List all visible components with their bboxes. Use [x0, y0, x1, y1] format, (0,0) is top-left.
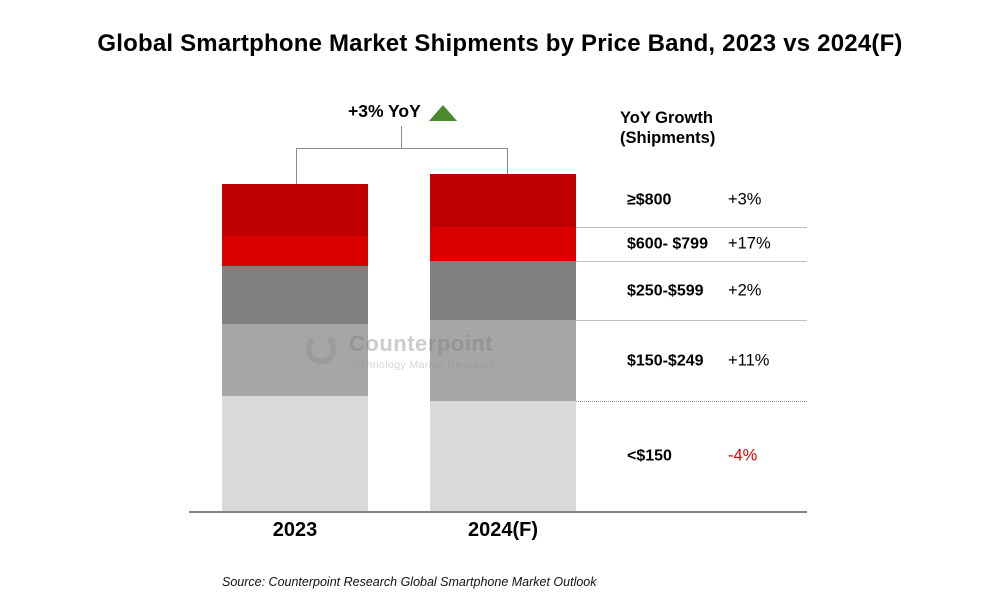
row-divider-3	[576, 320, 807, 322]
yoy-annotation-label: +3% YoY	[348, 101, 421, 121]
bar-segment-2024-5	[430, 400, 576, 512]
bar-segment-2024-3	[430, 261, 576, 321]
bar-segment-2023-1	[222, 184, 368, 236]
price-band-label: $250-$599	[627, 282, 704, 300]
bar-segment-2024-2	[430, 226, 576, 262]
x-axis-label-2024: 2024(F)	[467, 519, 539, 541]
yoy-value: +3%	[728, 190, 762, 209]
bracket-left-drop	[296, 148, 297, 185]
x-axis-line	[189, 511, 807, 513]
bar-segment-2024-4	[430, 320, 576, 401]
row-divider-1	[576, 226, 807, 228]
bar-segment-2023-2	[222, 235, 368, 266]
growth-header-line1: YoY Growth	[620, 109, 713, 127]
bar-segment-2023-4	[222, 323, 368, 397]
growth-up-triangle-icon	[428, 104, 457, 121]
row-divider-4-dotted	[576, 400, 807, 402]
yoy-value: +11%	[728, 351, 770, 370]
growth-row-3: $250-$599 +2%	[627, 281, 761, 300]
growth-table-header: YoY Growth (Shipments)	[620, 108, 715, 148]
price-band-label: <$150	[627, 447, 672, 465]
yoy-value: -4%	[728, 446, 758, 465]
bar-segment-2023-5	[222, 396, 368, 512]
stacked-bar-2023	[222, 184, 368, 512]
x-axis-label-2023: 2023	[272, 519, 318, 541]
growth-header-line2: (Shipments)	[620, 129, 716, 147]
growth-row-1: ≥$800 +3%	[627, 191, 761, 210]
growth-row-2: $600- $799 +17%	[627, 235, 771, 254]
price-band-label: ≥$800	[627, 191, 672, 209]
stacked-bar-2024	[430, 173, 576, 512]
bar-segment-2023-3	[222, 265, 368, 324]
yoy-value: +2%	[728, 281, 762, 300]
source-note: Source: Counterpoint Research Global Sma…	[222, 575, 597, 589]
growth-row-4: $150-$249 +11%	[627, 351, 769, 370]
price-band-label: $600- $799	[627, 235, 708, 253]
bracket-horizontal	[296, 148, 508, 149]
price-band-label: $150-$249	[627, 352, 704, 370]
yoy-annotation: +3% YoY	[348, 101, 457, 122]
row-divider-2	[576, 261, 807, 263]
bracket-stem	[401, 126, 402, 148]
yoy-value: +17%	[728, 234, 771, 253]
bracket-right-drop	[507, 148, 508, 174]
bar-segment-2024-1	[430, 173, 576, 227]
chart-title: Global Smartphone Market Shipments by Pr…	[97, 30, 903, 57]
growth-row-5: <$150 -4%	[627, 447, 757, 466]
